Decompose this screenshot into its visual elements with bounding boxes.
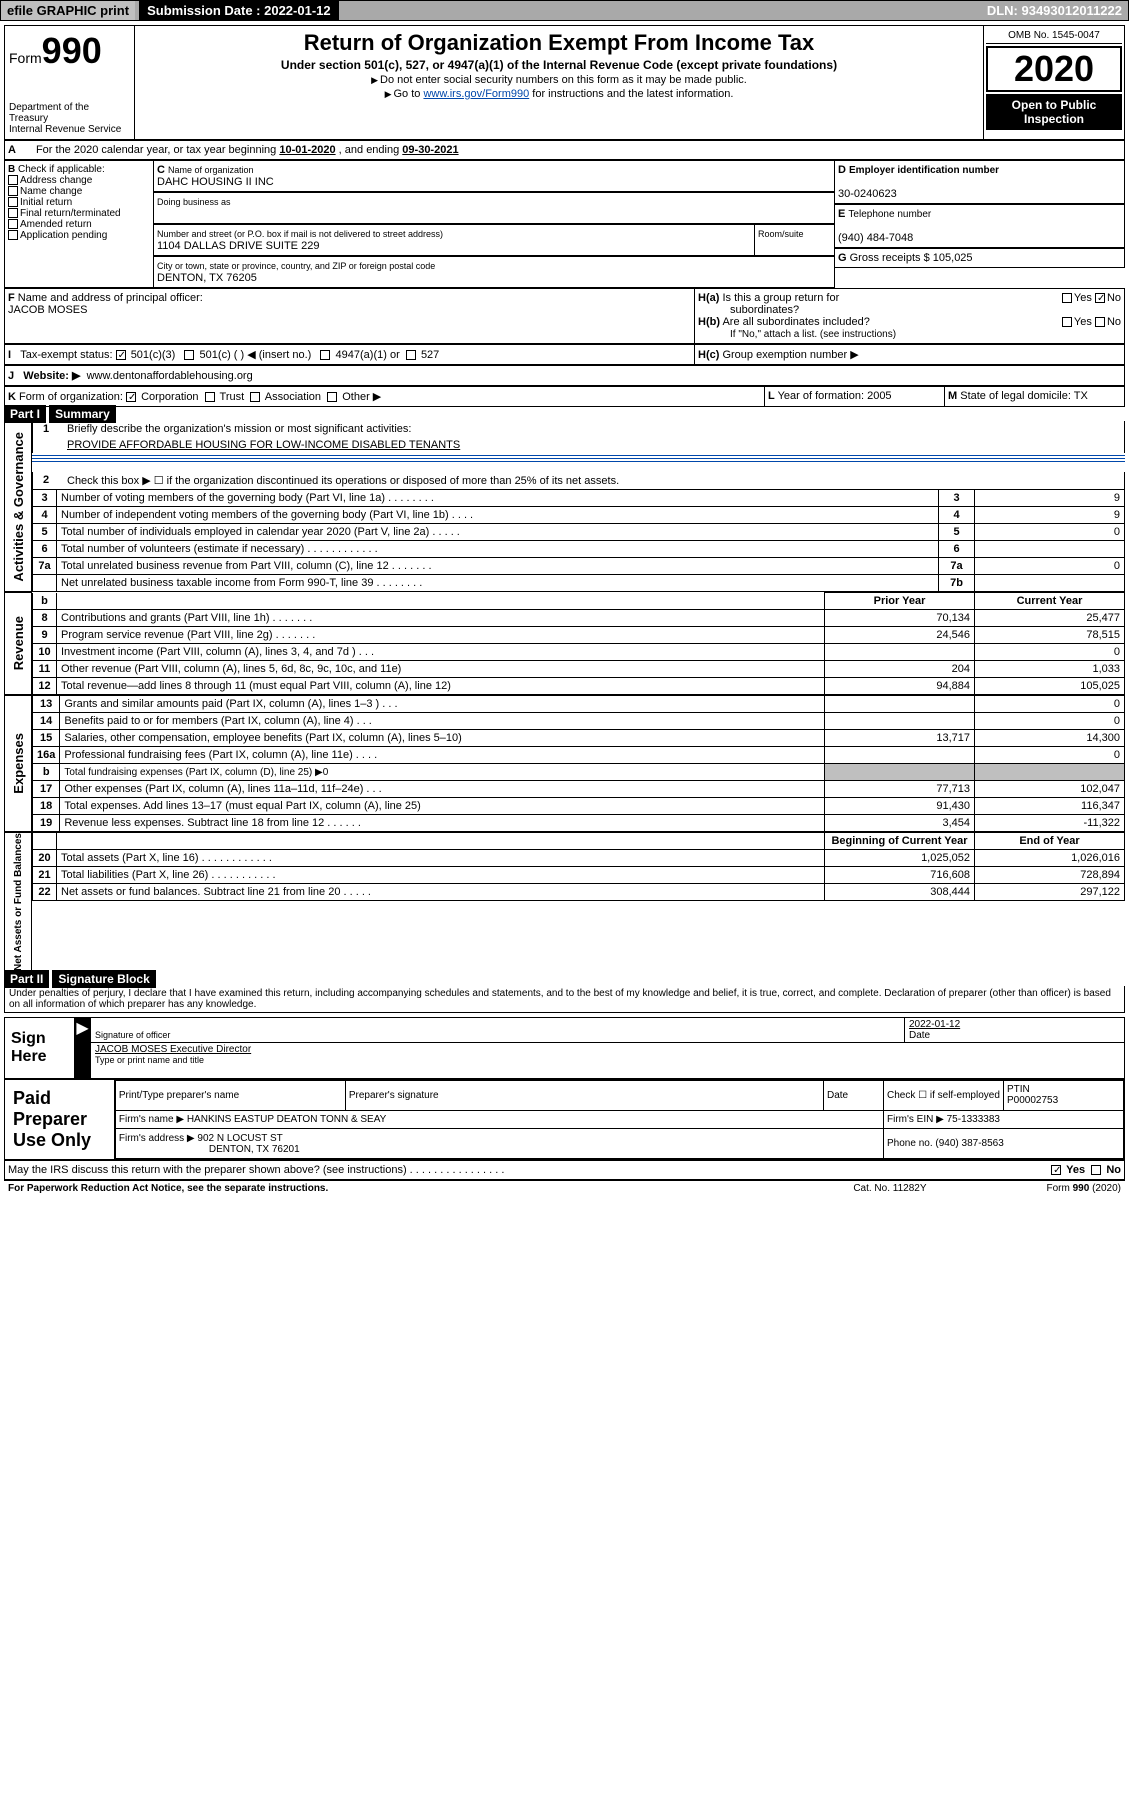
side-revenue: Revenue bbox=[4, 592, 32, 695]
form-header: Form990 Department of the Treasury Inter… bbox=[4, 25, 1125, 140]
check-501c[interactable] bbox=[184, 350, 194, 360]
firm-address: 902 N LOCUST ST bbox=[197, 1133, 282, 1144]
efile-label: efile GRAPHIC print bbox=[1, 1, 135, 20]
check-final-return[interactable] bbox=[8, 208, 18, 218]
gross-receipts: 105,025 bbox=[933, 252, 973, 264]
firm-name: HANKINS EASTUP DEATON TONN & SEAY bbox=[187, 1114, 387, 1125]
form-title: Return of Organization Exempt From Incom… bbox=[139, 30, 979, 56]
hb-yes[interactable] bbox=[1062, 317, 1072, 327]
ha-yes[interactable] bbox=[1062, 293, 1072, 303]
dept-label: Department of the Treasury bbox=[9, 102, 130, 124]
ptin: P00002753 bbox=[1007, 1095, 1058, 1106]
officer-name: JACOB MOSES Executive Director bbox=[95, 1044, 251, 1055]
hb-no[interactable] bbox=[1095, 317, 1105, 327]
side-governance: Activities & Governance bbox=[4, 421, 32, 592]
check-initial-return[interactable] bbox=[8, 197, 18, 207]
check-corp[interactable] bbox=[126, 392, 136, 402]
part-I-header: Part I Summary bbox=[4, 407, 1125, 421]
topbar: efile GRAPHIC print Submission Date : 20… bbox=[0, 0, 1129, 21]
section-A: AFor the 2020 calendar year, or tax year… bbox=[4, 140, 1125, 160]
check-other[interactable] bbox=[327, 392, 337, 402]
check-501c3[interactable] bbox=[116, 350, 126, 360]
website-url: www.dentonaffordablehousing.org bbox=[87, 370, 253, 382]
firm-phone: (940) 387-8563 bbox=[935, 1138, 1003, 1149]
part-II-header: Part II Signature Block bbox=[4, 972, 1125, 986]
discuss-yes[interactable] bbox=[1051, 1165, 1061, 1175]
revenue-table: bPrior YearCurrent Year 8Contributions a… bbox=[32, 592, 1125, 695]
principal-officer: JACOB MOSES bbox=[8, 304, 87, 316]
check-assoc[interactable] bbox=[250, 392, 260, 402]
paid-prep-label: Paid Preparer Use Only bbox=[5, 1080, 115, 1159]
tax-year: 2020 bbox=[986, 46, 1122, 92]
firm-ein: 75-1333383 bbox=[947, 1114, 1000, 1125]
org-name: DAHC HOUSING II INC bbox=[157, 176, 274, 188]
website-row: J Website: ▶ www.dentonaffordablehousing… bbox=[4, 365, 1125, 386]
discuss-no[interactable] bbox=[1091, 1165, 1101, 1175]
ha-no[interactable] bbox=[1095, 293, 1105, 303]
irs-link[interactable]: www.irs.gov/Form990 bbox=[423, 88, 529, 100]
check-amended[interactable] bbox=[8, 219, 18, 229]
check-trust[interactable] bbox=[205, 392, 215, 402]
check-4947[interactable] bbox=[320, 350, 330, 360]
mission-statement: PROVIDE AFFORDABLE HOUSING FOR LOW-INCOM… bbox=[67, 439, 1120, 451]
telephone: (940) 484-7048 bbox=[838, 232, 913, 244]
omb-no: OMB No. 1545-0047 bbox=[986, 28, 1122, 44]
check-pending[interactable] bbox=[8, 230, 18, 240]
check-name-change[interactable] bbox=[8, 186, 18, 196]
sign-here-label: Sign Here bbox=[5, 1018, 75, 1078]
dln: DLN: 93493012011222 bbox=[981, 1, 1128, 20]
irs-discuss: May the IRS discuss this return with the… bbox=[8, 1164, 1051, 1176]
org-city: DENTON, TX 76205 bbox=[157, 272, 257, 284]
check-527[interactable] bbox=[406, 350, 416, 360]
side-netassets: Net Assets or Fund Balances bbox=[4, 832, 32, 972]
block-B: B Check if applicable: Address change Na… bbox=[4, 160, 154, 288]
governance-table: 3Number of voting members of the governi… bbox=[32, 489, 1125, 592]
org-address: 1104 DALLAS DRIVE SUITE 229 bbox=[157, 240, 319, 252]
penalty-text: Under penalties of perjury, I declare th… bbox=[4, 986, 1125, 1013]
paid-preparer-block: Paid Preparer Use Only Print/Type prepar… bbox=[4, 1079, 1125, 1160]
page-footer: For Paperwork Reduction Act Notice, see … bbox=[4, 1180, 1125, 1196]
submission-date-btn[interactable]: Submission Date : 2022-01-12 bbox=[139, 1, 339, 20]
check-address-change[interactable] bbox=[8, 175, 18, 185]
side-expenses: Expenses bbox=[4, 695, 32, 832]
sign-here-block: Sign Here ▶ Signature of officer 2022-01… bbox=[4, 1017, 1125, 1079]
public-inspection: Open to Public Inspection bbox=[986, 94, 1122, 130]
expenses-table: 13Grants and similar amounts paid (Part … bbox=[32, 695, 1125, 832]
ein: 30-0240623 bbox=[838, 188, 897, 200]
netassets-table: Beginning of Current YearEnd of Year 20T… bbox=[32, 832, 1125, 901]
identity-block: B Check if applicable: Address change Na… bbox=[4, 160, 1125, 288]
